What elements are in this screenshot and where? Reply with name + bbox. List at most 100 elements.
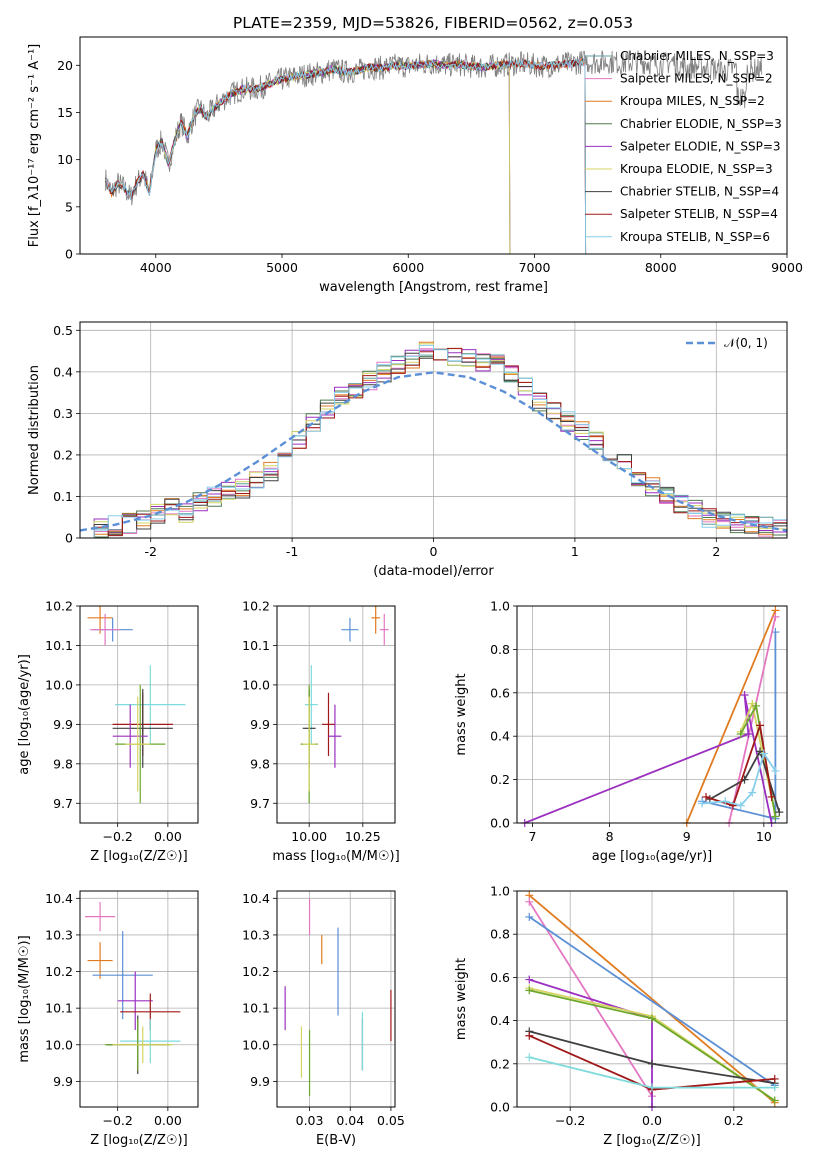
x-tick-label: 7 [528,829,536,844]
plus-marker [525,1031,534,1040]
panel-massweight_vs_age: 7 8 9 10 0.0 0.2 0.4 0.6 0.8 1.0 age [log₁₀(age/yr… [454,599,788,864]
x-tick-label: 8000 [645,260,677,275]
panel-residuals: -2 -1 0 1 2 0 0.1 0.2 0.3 0.4 0.5 (data-model)/erro… [27,321,788,579]
y-tick-label: 10.3 [45,927,73,942]
plus-marker [721,797,730,806]
x-axis-label: Z [log₁₀(Z/Z☉)] [90,1133,187,1148]
y-tick-label: 9.9 [250,717,270,732]
plus-marker [770,1083,779,1092]
y-tick-label: 0.2 [490,772,510,787]
x-tick-label: 0 [430,544,438,559]
y-tick-label: 9.7 [250,796,270,811]
y-tick-label: 10.4 [242,891,270,906]
panel-mass_vs_EBV: 0.03 0.04 0.05 9.9 10.0 10.1 10.2 10.3 10.4 E(B-V… [242,890,405,1148]
x-axis-label: E(B-V) [316,1133,356,1148]
plus-marker [771,812,780,821]
y-tick-label: 0.4 [53,364,73,379]
weight-line-4 [524,694,773,823]
y-tick-label: 9.8 [250,756,270,771]
legend-label: 𝒩(0, 1) [724,336,768,350]
y-tick-label: 0 [65,247,73,262]
y-tick-label: 0.6 [490,970,510,985]
model-line-3 [104,57,587,254]
plus-marker [698,799,707,808]
x-tick-label: 0.04 [336,1113,364,1128]
panel-spectrum: 4000 5000 6000 7000 8000 9000 0 5 10 15 20 waveleng… [27,36,803,295]
y-tick-label: 9.7 [53,796,73,811]
weight-line-3 [528,916,776,1087]
x-tick-label: 10 [756,829,772,844]
legend-label: Kroupa MILES, N_SSP=2 [620,94,765,108]
x-tick-label: -1 [286,544,298,559]
y-tick-label: 20 [57,58,73,73]
y-tick-label: 10.0 [242,1037,270,1052]
model-line-1 [104,58,587,254]
y-tick-label: 10.2 [45,964,73,979]
x-tick-label: 0.03 [296,1113,324,1128]
y-axis-label: Normed distribution [27,365,42,495]
y-tick-label: 0.0 [490,816,510,831]
axes-frame [516,890,788,1108]
plus-marker [775,808,784,817]
x-tick-label: 0.05 [377,1113,405,1128]
plus-marker [770,1074,779,1083]
y-tick-label: 0.1 [53,489,73,504]
x-tick-label: 0.0 [642,1113,662,1128]
model-line-6 [142,60,511,254]
x-tick-label: −0.2 [102,1113,132,1128]
plus-marker [771,766,780,775]
weight-line-3 [728,616,777,823]
model-line-9 [105,57,587,254]
x-tick-label: 0.2 [724,1113,744,1128]
axes-frame [79,36,788,255]
x-tick-label: 2 [712,544,720,559]
axes-frame [516,605,788,824]
y-tick-label: 0 [65,531,73,546]
legend-label: Salpeter ELODIE, N_SSP=3 [620,139,781,153]
axes-frame [276,890,396,1108]
y-tick-label: 10.2 [242,964,270,979]
plus-marker [525,897,534,906]
plus-marker [756,721,764,730]
axes-frame [79,605,199,824]
y-axis-label: mass weight [454,673,469,755]
x-axis-label: Z [log₁₀(Z/Z☉)] [603,1133,700,1148]
x-axis-label: age [log₁₀(age/yr)] [592,849,713,864]
legend-label: Kroupa STELIB, N_SSP=6 [620,230,770,244]
y-tick-label: 1.0 [490,599,510,614]
panel-mass_vs_Z: −0.2 0.00 9.9 10.0 10.1 10.2 10.3 10.4 Z [log₁₀(… [17,890,199,1148]
y-tick-label: 15 [57,105,73,120]
y-tick-label: 10.3 [242,927,270,942]
x-axis-label: Z [log₁₀(Z/Z☉)] [90,849,187,864]
plus-marker [736,730,745,739]
x-axis-label: (data-model)/error [373,564,494,579]
legend-label: Salpeter MILES, N_SSP=2 [620,72,773,86]
y-tick-label: 0.8 [490,642,510,657]
y-tick-label: 10.1 [242,1001,270,1016]
plus-marker [767,792,776,801]
x-tick-label: −0.2 [102,829,132,844]
plus-marker [771,612,780,621]
plus-marker [736,801,745,810]
x-tick-label: 1 [571,544,579,559]
y-tick-label: 9.9 [53,1074,73,1089]
y-tick-label: 10.2 [45,599,73,614]
x-tick-label: 0.00 [154,829,182,844]
y-tick-label: 0.3 [53,406,73,421]
y-tick-label: 0.2 [490,1056,510,1071]
plus-marker [752,701,761,710]
axes-frame [79,321,788,539]
y-tick-label: 10.0 [242,677,270,692]
axes-frame [79,890,199,1108]
weight-line-1 [528,894,776,1104]
y-tick-label: 0.2 [53,447,73,462]
y-axis-label: Flux [f_λ10⁻¹⁷ erg cm⁻² s⁻¹ A⁻¹] [27,44,42,248]
y-tick-label: 10.1 [45,1001,73,1016]
plus-marker [648,1083,656,1092]
observed-spectrum [104,50,763,206]
y-tick-label: 0.5 [53,323,73,338]
x-tick-label: 6000 [392,260,424,275]
plus-marker [770,1096,779,1105]
y-tick-label: 10.4 [45,891,73,906]
